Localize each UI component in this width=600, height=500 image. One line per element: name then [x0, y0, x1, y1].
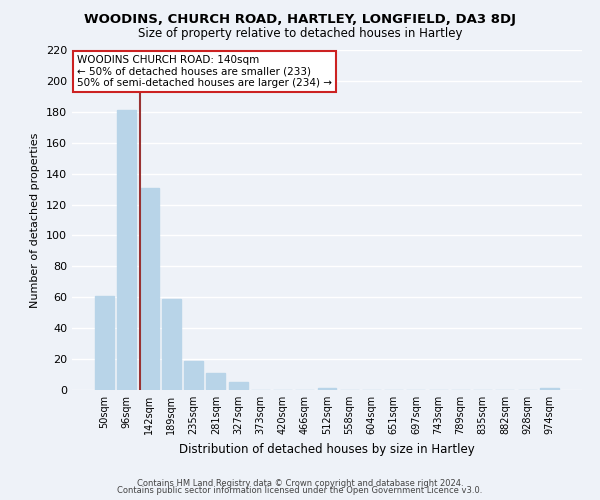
Y-axis label: Number of detached properties: Number of detached properties — [31, 132, 40, 308]
Text: Contains HM Land Registry data © Crown copyright and database right 2024.: Contains HM Land Registry data © Crown c… — [137, 478, 463, 488]
Bar — [162, 299, 181, 390]
Bar — [184, 360, 203, 390]
Text: Contains public sector information licensed under the Open Government Licence v3: Contains public sector information licen… — [118, 486, 482, 495]
Bar — [118, 110, 136, 390]
Bar — [317, 388, 337, 390]
Bar — [540, 388, 559, 390]
Bar — [229, 382, 248, 390]
X-axis label: Distribution of detached houses by size in Hartley: Distribution of detached houses by size … — [179, 442, 475, 456]
Bar — [140, 188, 158, 390]
Text: WOODINS CHURCH ROAD: 140sqm
← 50% of detached houses are smaller (233)
50% of se: WOODINS CHURCH ROAD: 140sqm ← 50% of det… — [77, 55, 332, 88]
Bar — [206, 373, 225, 390]
Text: Size of property relative to detached houses in Hartley: Size of property relative to detached ho… — [138, 28, 462, 40]
Text: WOODINS, CHURCH ROAD, HARTLEY, LONGFIELD, DA3 8DJ: WOODINS, CHURCH ROAD, HARTLEY, LONGFIELD… — [84, 12, 516, 26]
Bar — [95, 296, 114, 390]
